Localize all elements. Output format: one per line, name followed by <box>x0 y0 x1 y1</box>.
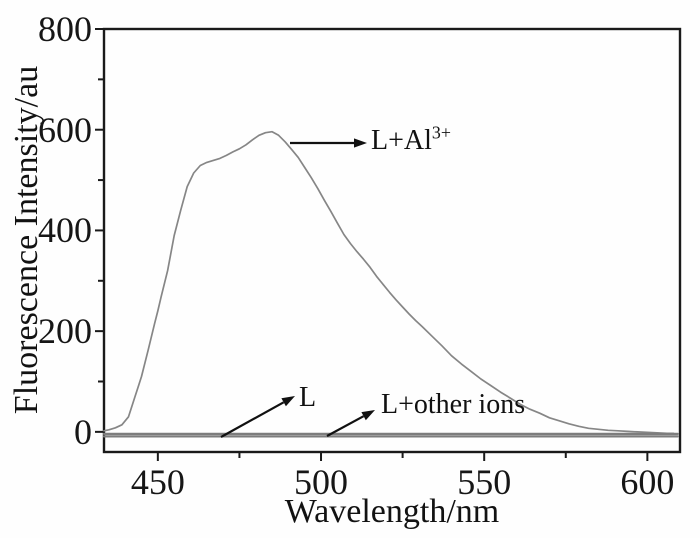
y-tick-label-800: 800 <box>38 9 92 49</box>
x-tick-label-600: 600 <box>620 462 675 502</box>
annotation-arrow-head <box>361 410 375 421</box>
annotation-l-al3: L+Al3+ <box>371 124 451 158</box>
annotation-l: L <box>299 381 316 415</box>
x-tick-label-550: 550 <box>457 462 512 502</box>
x-tick-label-500: 500 <box>294 462 349 502</box>
y-tick-label-400: 400 <box>38 210 92 251</box>
annotation-arrow-line <box>326 415 365 437</box>
annotation-l-text: L <box>299 382 317 413</box>
annotation-l-al3-text: L+Al <box>371 125 432 156</box>
annotation-arrow-line <box>220 401 285 438</box>
annotation-arrow-head <box>281 396 295 407</box>
y-tick-label-200: 200 <box>38 311 92 352</box>
annotation-l-other-ions: L+other ions <box>381 388 525 422</box>
plot-frame <box>102 27 682 454</box>
y-tick-label-600: 600 <box>38 109 92 150</box>
x-tick-label-450: 450 <box>130 462 185 502</box>
annotation-l-other-ions-text: L+other ions <box>381 389 526 420</box>
x-axis-title: Wavelength/nm <box>284 493 500 530</box>
annotation-l-al3-superscript: 3+ <box>431 122 451 143</box>
y-tick-label-0: 0 <box>74 411 92 452</box>
annotation-arrow-head <box>354 138 367 148</box>
series-curve-0 <box>103 130 675 435</box>
